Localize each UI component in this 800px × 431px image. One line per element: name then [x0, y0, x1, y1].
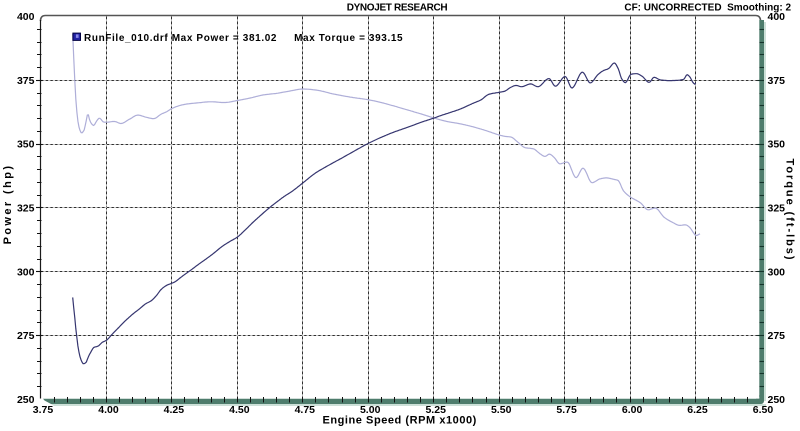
- svg-text:375: 375: [768, 75, 786, 87]
- svg-text:325: 325: [17, 203, 35, 215]
- svg-text:DYNOJET RESEARCH: DYNOJET RESEARCH: [347, 3, 448, 14]
- svg-text:4.75: 4.75: [295, 404, 316, 416]
- svg-text:RunFile_010.drf Max Power = 38: RunFile_010.drf Max Power = 381.02 Max T…: [84, 33, 403, 44]
- svg-text:275: 275: [768, 330, 786, 342]
- svg-text:400: 400: [17, 11, 35, 23]
- svg-text:5.50: 5.50: [491, 404, 512, 416]
- svg-text:6.25: 6.25: [687, 404, 708, 416]
- svg-text:Engine Speed (RPM x1000): Engine Speed (RPM x1000): [322, 415, 476, 427]
- svg-text:CF: UNCORRECTED Smoothing: 2: CF: UNCORRECTED Smoothing: 2: [624, 3, 791, 14]
- svg-text:300: 300: [17, 266, 35, 278]
- svg-text:400: 400: [768, 11, 786, 23]
- svg-text:4.00: 4.00: [98, 404, 119, 416]
- svg-text:250: 250: [17, 394, 35, 406]
- svg-text:250: 250: [768, 394, 786, 406]
- svg-text:325: 325: [768, 203, 786, 215]
- svg-text:3.75: 3.75: [33, 404, 54, 416]
- svg-text:375: 375: [17, 75, 35, 87]
- svg-text:5.25: 5.25: [425, 404, 446, 416]
- svg-text:5.75: 5.75: [556, 404, 577, 416]
- svg-text:5.00: 5.00: [360, 404, 381, 416]
- svg-text:300: 300: [768, 266, 786, 278]
- svg-text:350: 350: [768, 139, 786, 151]
- svg-text:6.00: 6.00: [622, 404, 643, 416]
- svg-text:4.25: 4.25: [164, 404, 185, 416]
- svg-text:350: 350: [17, 139, 35, 151]
- svg-text:Power (hp): Power (hp): [2, 164, 14, 245]
- svg-text:275: 275: [17, 330, 35, 342]
- svg-text:Torque (ft-lbs): Torque (ft-lbs): [784, 159, 796, 262]
- svg-text:6.50: 6.50: [753, 404, 774, 416]
- svg-text:4.50: 4.50: [229, 404, 250, 416]
